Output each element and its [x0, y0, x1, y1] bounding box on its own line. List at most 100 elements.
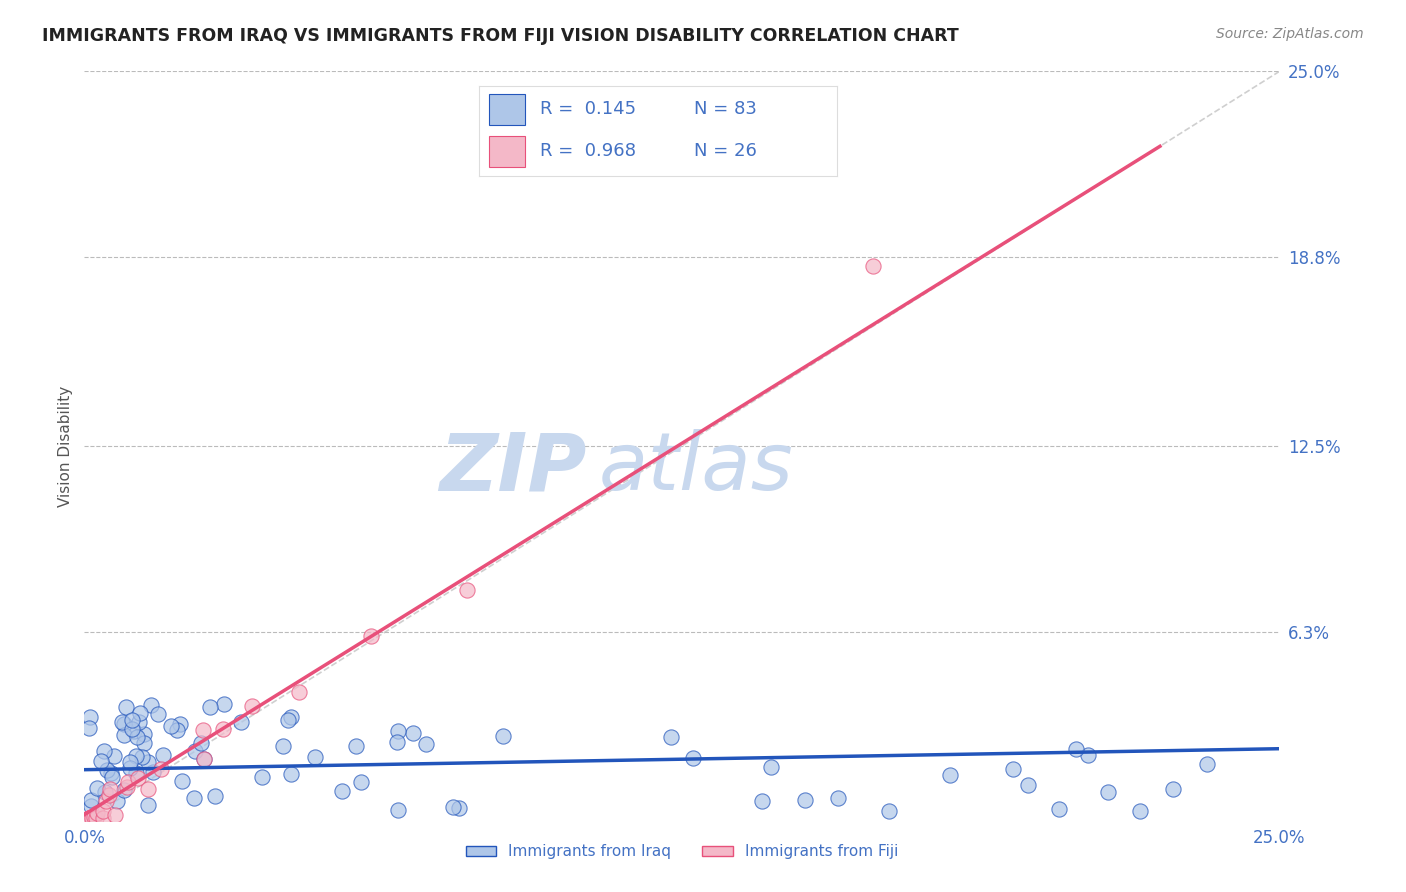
Point: [80, 798, 103, 813]
Point: [273, 739, 295, 754]
Point: [191, 723, 214, 737]
Point: [120, 761, 142, 775]
Point: [86, 805, 108, 820]
Point: [142, 764, 165, 779]
Point: [939, 767, 962, 781]
Point: [150, 762, 173, 776]
Point: [132, 737, 155, 751]
Y-axis label: Vision Disability: Vision Disability: [58, 385, 73, 507]
Point: [146, 706, 169, 721]
Text: atlas: atlas: [599, 429, 793, 508]
Point: [125, 748, 148, 763]
Point: [98, 788, 121, 802]
Point: [1077, 748, 1099, 763]
Point: [112, 728, 135, 742]
Point: [200, 700, 222, 714]
Text: Source: ZipAtlas.com: Source: ZipAtlas.com: [1216, 27, 1364, 41]
Point: [449, 801, 471, 815]
Point: [204, 789, 226, 803]
Point: [105, 794, 128, 808]
Point: [77, 811, 100, 825]
Point: [125, 766, 148, 780]
Point: [879, 804, 901, 818]
Point: [387, 803, 409, 817]
Point: [1195, 756, 1218, 771]
Point: [682, 751, 704, 765]
Point: [240, 698, 263, 713]
Point: [120, 755, 142, 769]
Point: [127, 771, 149, 785]
Point: [128, 715, 150, 730]
Point: [385, 734, 408, 748]
Point: [104, 808, 127, 822]
Point: [402, 725, 425, 739]
Point: [1017, 778, 1039, 792]
Point: [77, 811, 100, 825]
Point: [1049, 802, 1071, 816]
Point: [79, 709, 101, 723]
Point: [415, 738, 437, 752]
Point: [98, 782, 121, 797]
Point: [304, 750, 326, 764]
Point: [139, 698, 162, 713]
Point: [456, 583, 478, 598]
Point: [96, 763, 118, 777]
Point: [80, 793, 103, 807]
Text: ZIP: ZIP: [439, 429, 586, 508]
Point: [1161, 781, 1184, 796]
Point: [172, 774, 194, 789]
Point: [344, 739, 367, 754]
Point: [277, 714, 299, 728]
Point: [214, 698, 236, 712]
Point: [100, 766, 122, 780]
Point: [114, 717, 136, 731]
Point: [1097, 785, 1119, 799]
Point: [101, 770, 124, 784]
Point: [84, 811, 107, 825]
Point: [127, 730, 149, 744]
Point: [184, 744, 207, 758]
Point: [441, 799, 464, 814]
Point: [94, 785, 117, 799]
Point: [91, 804, 114, 818]
Point: [111, 715, 134, 730]
Point: [129, 706, 152, 720]
Point: [121, 713, 143, 727]
Point: [136, 797, 159, 812]
Point: [86, 781, 108, 796]
Point: [183, 791, 205, 805]
Point: [121, 723, 143, 737]
Point: [166, 723, 188, 738]
Point: [360, 629, 382, 643]
Point: [77, 811, 100, 825]
Point: [93, 744, 115, 758]
Point: [229, 714, 252, 729]
Point: [112, 783, 135, 797]
Point: [96, 794, 118, 808]
Point: [91, 811, 114, 825]
Point: [330, 784, 353, 798]
Point: [250, 770, 273, 784]
Point: [131, 750, 153, 764]
Point: [117, 775, 139, 789]
Point: [350, 775, 373, 789]
Point: [1066, 742, 1088, 756]
Point: [122, 724, 145, 739]
Point: [827, 791, 849, 805]
Point: [169, 717, 191, 731]
Point: [190, 736, 212, 750]
Point: [115, 780, 138, 795]
Point: [387, 724, 409, 739]
Point: [751, 794, 773, 808]
Point: [280, 710, 302, 724]
Point: [793, 792, 815, 806]
Legend: Immigrants from Iraq, Immigrants from Fiji: Immigrants from Iraq, Immigrants from Fi…: [460, 838, 904, 865]
Point: [193, 752, 215, 766]
Point: [492, 729, 515, 743]
Point: [280, 767, 302, 781]
Point: [761, 760, 783, 774]
Point: [193, 752, 215, 766]
Point: [90, 754, 112, 768]
Point: [212, 723, 235, 737]
Text: IMMIGRANTS FROM IRAQ VS IMMIGRANTS FROM FIJI VISION DISABILITY CORRELATION CHART: IMMIGRANTS FROM IRAQ VS IMMIGRANTS FROM …: [42, 27, 959, 45]
